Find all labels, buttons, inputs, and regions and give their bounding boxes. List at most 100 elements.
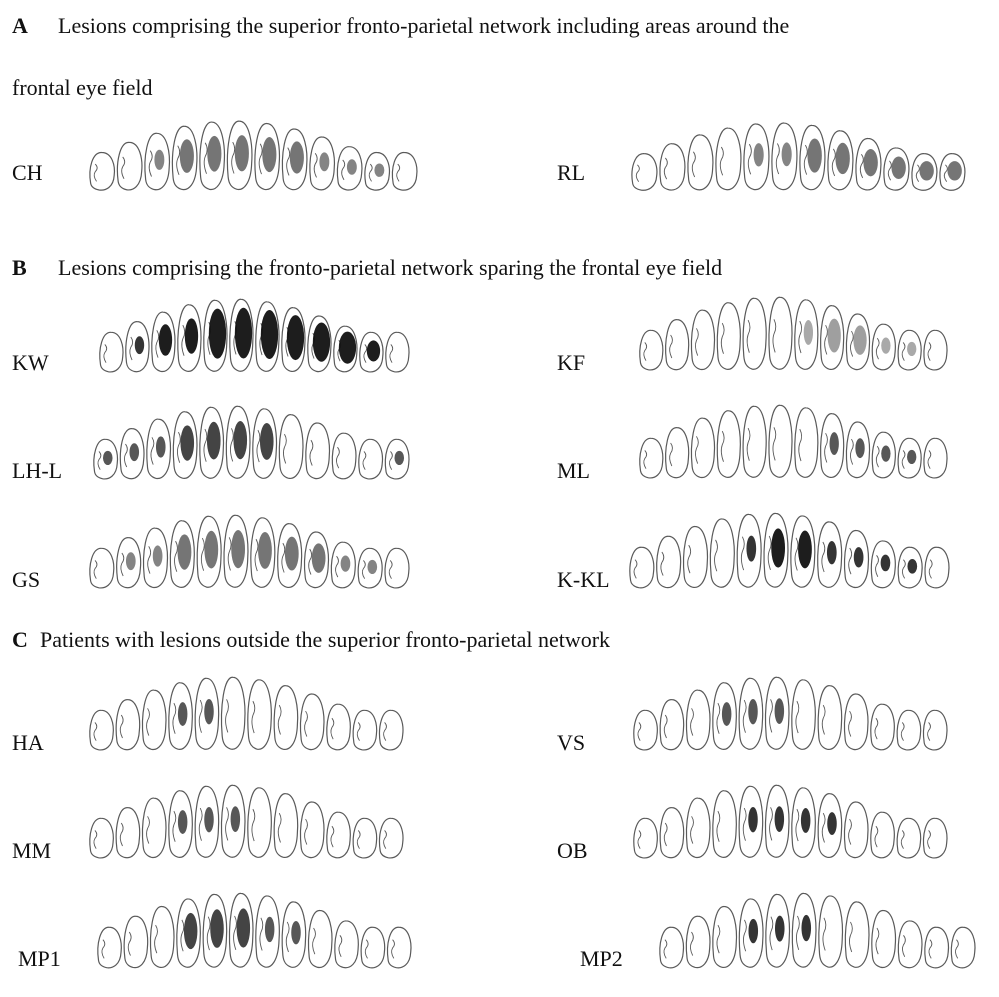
- lesion-mark: [907, 559, 918, 574]
- lesion-mark: [236, 908, 251, 948]
- lesion-mark: [947, 161, 962, 181]
- brain-slices-ha: [89, 676, 404, 751]
- brain-slice-7: [791, 679, 816, 750]
- brain-slice-5: [742, 405, 767, 478]
- brain-slice-3: [149, 905, 175, 968]
- slice-sulcus: [743, 919, 747, 952]
- slice-sulcus: [821, 704, 826, 735]
- slice-outline: [273, 793, 299, 858]
- brain-slice-2: [665, 319, 690, 371]
- lesion-mark: [155, 436, 166, 458]
- brain-slice-8: [281, 128, 308, 191]
- brain-slice-3: [683, 525, 709, 588]
- brain-slice-8: [273, 685, 299, 750]
- brain-slice-2: [119, 428, 145, 480]
- brain-slice-5: [765, 893, 791, 968]
- slice-sulcus: [824, 432, 828, 463]
- brain-slice-12: [384, 547, 410, 589]
- brain-slice-3: [712, 905, 738, 968]
- slice-sulcus: [720, 322, 725, 354]
- section-a-letter: A: [12, 13, 28, 38]
- lesion-mark: [180, 425, 195, 461]
- brain-slice-4: [715, 127, 742, 191]
- slice-sulcus: [690, 931, 694, 956]
- lesion-mark: [835, 142, 850, 175]
- slice-sulcus: [887, 160, 892, 181]
- slice-sulcus: [389, 344, 394, 363]
- slice-sulcus: [277, 704, 282, 735]
- brain-slices-kw: [99, 298, 410, 373]
- slice-sulcus: [231, 141, 236, 174]
- lesion-mark: [260, 309, 279, 359]
- lesion-mark: [259, 423, 274, 460]
- brain-slice-12: [378, 709, 404, 751]
- lesion-mark: [774, 806, 785, 832]
- lesion-mark: [853, 547, 864, 568]
- slice-outline: [843, 693, 869, 751]
- brain-slice-1: [89, 817, 114, 859]
- lesion-mark: [154, 149, 165, 170]
- slice-outline: [326, 811, 351, 859]
- slice-outline: [115, 699, 141, 751]
- slice-sulcus: [794, 537, 799, 571]
- slice-outline: [870, 811, 895, 859]
- brain-slice-2: [116, 537, 142, 589]
- slice-sulcus: [902, 935, 906, 957]
- slice-sulcus: [927, 342, 932, 361]
- brain-slice-9: [843, 801, 869, 859]
- slice-sulcus: [746, 427, 751, 461]
- brain-slice-5: [738, 785, 764, 858]
- slice-sulcus: [798, 320, 803, 354]
- slice-sulcus: [119, 714, 124, 739]
- brain-slice-3: [685, 797, 711, 859]
- brain-slice-6: [764, 784, 790, 858]
- slice-outline: [768, 296, 793, 370]
- brain-slice-12: [378, 817, 404, 859]
- lesion-mark: [206, 421, 221, 460]
- lesion-mark: [721, 702, 732, 726]
- brain-slice-5: [194, 785, 220, 858]
- brain-slice-10: [870, 811, 895, 859]
- brain-slice-1: [659, 926, 685, 969]
- slice-sulcus: [286, 147, 291, 176]
- lesion-mark: [340, 555, 351, 572]
- slice-sulcus: [389, 451, 393, 470]
- section-a-title: Lesions comprising the superior fronto-p…: [58, 13, 790, 38]
- slice-sulcus: [720, 430, 725, 462]
- brain-slice-6: [768, 404, 793, 478]
- slice-sulcus: [172, 810, 177, 842]
- brain-slice-6: [771, 122, 798, 191]
- slice-outline: [924, 926, 950, 969]
- slice-sulcus: [635, 164, 640, 182]
- slice-outline: [97, 926, 122, 969]
- slice-sulcus: [690, 816, 694, 844]
- slice-sulcus: [663, 714, 668, 739]
- brain-slice-5: [199, 406, 225, 479]
- slice-outline: [742, 405, 767, 478]
- slice-sulcus: [309, 439, 314, 466]
- patient-label-rl: RL: [557, 160, 586, 185]
- brain-slice-9: [299, 693, 325, 751]
- brain-slice-11: [360, 926, 386, 969]
- slice-sulcus: [225, 699, 229, 733]
- slice-outline: [639, 329, 664, 371]
- brain-slice-6: [768, 296, 793, 370]
- slice-outline: [742, 297, 767, 370]
- slice-sulcus: [821, 541, 826, 573]
- slice-sulcus: [660, 551, 665, 576]
- lesion-mark: [748, 918, 759, 944]
- slice-outline: [950, 926, 976, 969]
- slice-sulcus: [831, 148, 836, 177]
- slice-outline: [141, 797, 167, 859]
- slice-sulcus: [643, 450, 648, 469]
- slice-sulcus: [368, 163, 373, 182]
- lesion-mark: [748, 806, 758, 833]
- slice-sulcus: [927, 722, 931, 741]
- brain-slice-8: [820, 305, 845, 370]
- brain-slices-mp1: [97, 892, 412, 969]
- slice-sulcus: [312, 927, 316, 955]
- slice-sulcus: [716, 924, 721, 954]
- brain-slice-10: [870, 703, 895, 751]
- brain-slice-11: [924, 926, 950, 969]
- lesion-mark: [346, 159, 357, 175]
